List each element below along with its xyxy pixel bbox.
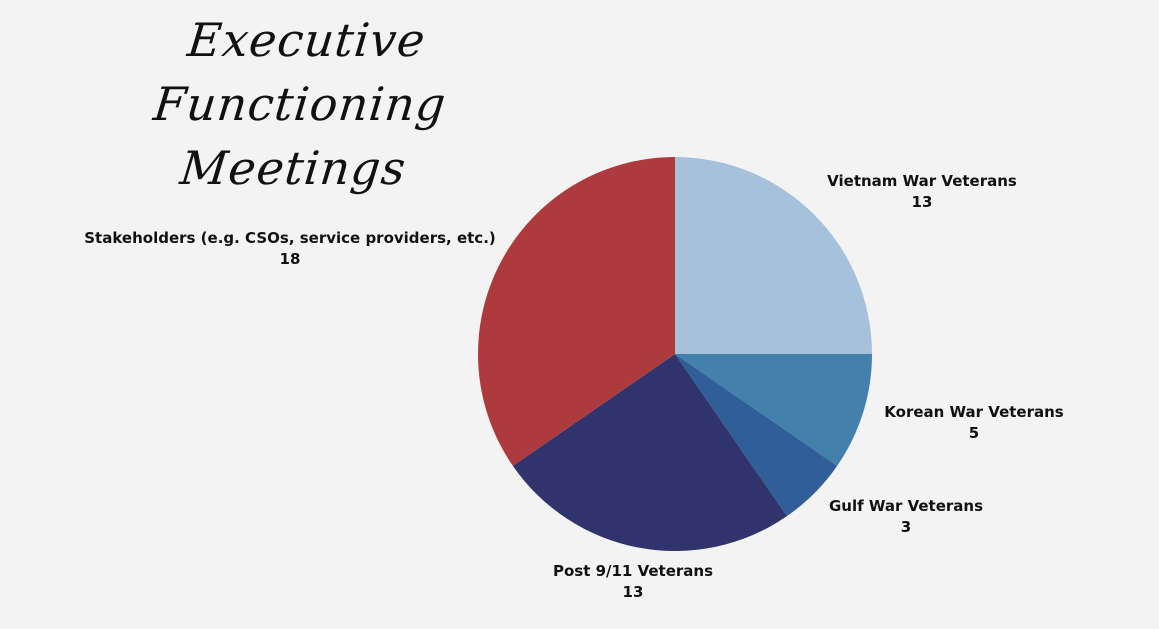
slice-label-stakeholders-name: Stakeholders (e.g. CSOs, service provide… — [84, 229, 496, 247]
slice-label-korean-value: 5 — [968, 424, 980, 442]
slice-label-post-911: Post 9/11 Veterans 13 — [553, 561, 713, 603]
slice-korean — [675, 354, 872, 466]
slice-label-gulf-value: 3 — [900, 518, 912, 536]
slice-label-korean: Korean War Veterans 5 — [884, 402, 1063, 444]
slice-post-911 — [512, 354, 787, 551]
slice-label-korean-name: Korean War Veterans — [884, 403, 1064, 421]
slice-label-stakeholders: Stakeholders (e.g. CSOs, service provide… — [84, 228, 496, 270]
slice-label-stakeholders-value: 18 — [279, 250, 301, 268]
slice-label-post-911-name: Post 9/11 Veterans — [552, 562, 714, 580]
slice-label-gulf: Gulf War Veterans 3 — [829, 496, 983, 538]
slice-stakeholders — [478, 157, 675, 466]
pie-slices — [478, 157, 872, 551]
slice-label-vietnam-name: Vietnam War Veterans — [827, 172, 1017, 190]
slice-label-vietnam-value: 13 — [911, 193, 933, 211]
slice-vietnam — [675, 157, 872, 354]
slice-label-gulf-name: Gulf War Veterans — [828, 497, 984, 515]
slice-label-post-911-value: 13 — [622, 583, 644, 601]
slice-gulf — [675, 354, 838, 517]
slice-label-vietnam: Vietnam War Veterans 13 — [827, 171, 1017, 213]
